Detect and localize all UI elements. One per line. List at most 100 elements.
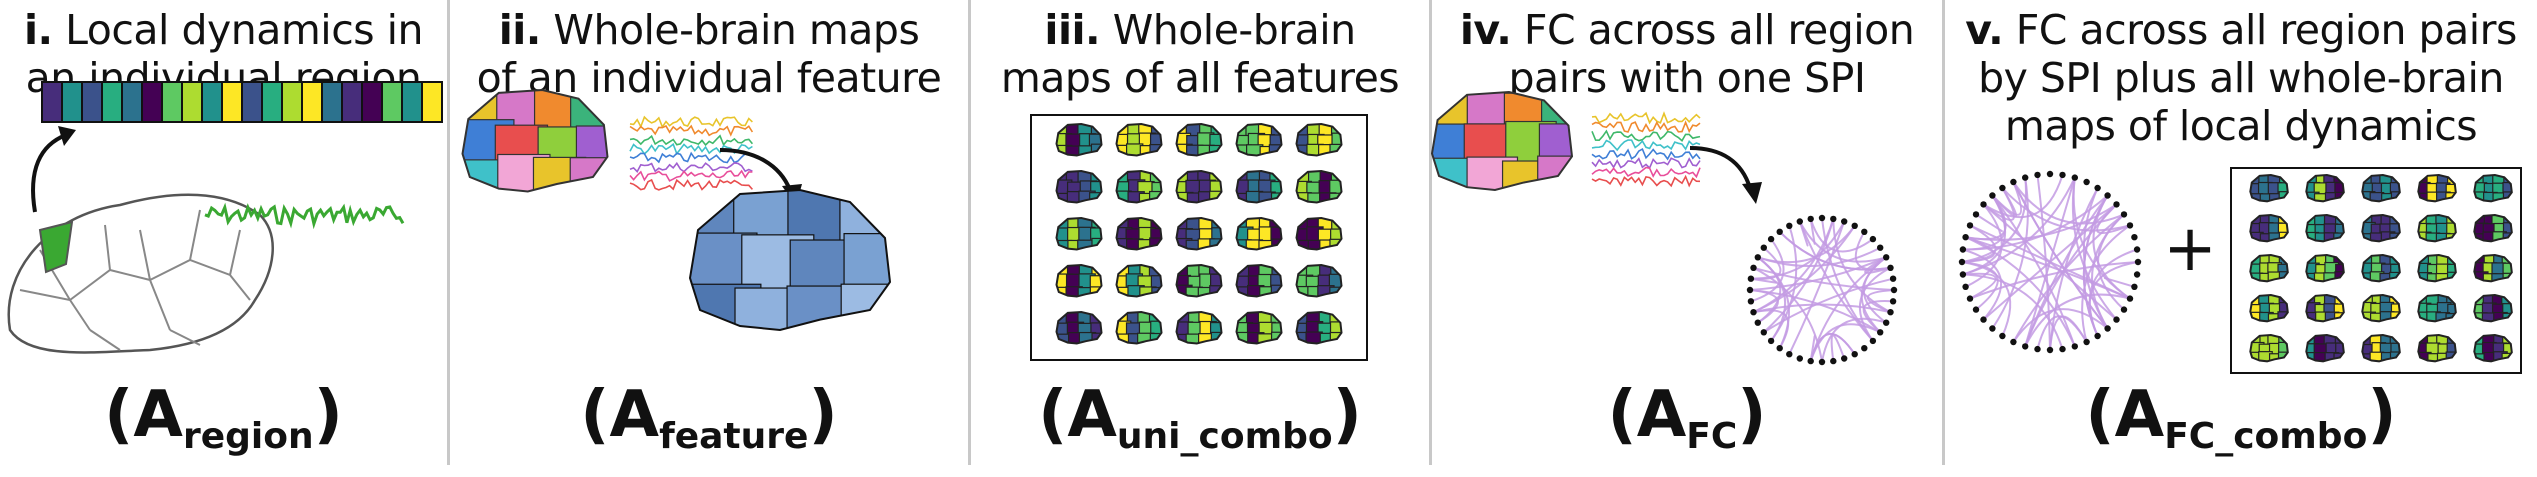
network-node [2083,178,2090,186]
network-edge [1830,334,1846,362]
brain-parcel [1537,155,1572,190]
mini-brain [1055,310,1103,345]
network-edge [2049,315,2088,351]
network-edge [1962,272,1997,300]
strip-cell [221,81,243,123]
strip-cell [241,81,263,123]
brain-outline [2417,293,2457,323]
mini-brain [2417,333,2457,363]
network-node [2126,295,2134,302]
brain-outline [1430,90,1574,192]
brain-outline [1115,122,1163,157]
strip-cell [301,81,323,123]
network-edge [1991,181,2022,216]
network-edge [1798,221,1887,263]
network-node [1851,222,1858,229]
mini-brain [2473,253,2513,283]
panel-feature: ii. Whole-brain maps of an individual fe… [450,0,968,465]
mini-brain [2473,173,2513,203]
panel-uni-combo: iii. Whole-brain maps of all features (A… [971,0,1429,465]
mini-brain [2473,333,2513,363]
trace-line [629,134,754,147]
network-node [1796,355,1803,362]
mini-brain [2305,293,2345,323]
title-line-1: Whole-brain maps [553,6,920,54]
fc-illustration [1430,90,1898,366]
mini-brain [1235,169,1283,204]
network-node [2131,283,2138,290]
network-node [2104,325,2111,332]
network-node [1841,218,1848,225]
mini-brain [2361,333,2401,363]
network-node [1989,192,1996,199]
network-circle-icon [1958,170,2142,354]
trace-line [629,124,754,137]
curved-arrow-icon [31,133,67,213]
network-edge [2036,174,2051,351]
title-line-2: pairs with one SPI [1508,54,1866,102]
panel-fc-combo: v. FC across all region pairs by SPI plu… [1945,0,2537,465]
highlighted-region [38,220,74,274]
divider-1 [447,0,450,465]
network-node [2071,343,2078,350]
trace-line [1591,157,1701,170]
strip-cell [201,81,223,123]
title-line-2: maps of all features [1000,54,1400,102]
brain-outline [1295,122,1343,157]
panel-numeral: i. [23,6,53,54]
divider-4 [1942,0,1945,465]
brain-grid-illustration [1030,114,1368,361]
brain-outline [1055,216,1103,251]
brain-outline [2417,253,2457,283]
network-node [1890,286,1898,294]
panel-numeral: v. [1965,6,2004,54]
mini-brain [2305,213,2345,243]
formula: (AFC_combo) [2085,378,2397,457]
strip-cell [421,81,443,123]
mini-brain [1235,122,1283,157]
network-node [2022,343,2029,350]
network-edge [1749,256,1887,291]
brain-outline [1175,122,1223,157]
network-node [1754,319,1761,326]
title-line-1: FC across all region [1523,6,1915,54]
network-node [1980,316,1987,323]
time-series-icon [629,115,754,191]
curved-arrow-icon [719,148,792,191]
trace-line [1591,129,1701,142]
network-edge [1965,236,2076,347]
network-node [1776,345,1783,352]
brain-outline [1055,122,1103,157]
trace-line [1591,139,1701,152]
brain-outline-icon [7,193,274,354]
network-node [2133,246,2141,253]
network-node [1999,332,2006,340]
brain-outline [1115,263,1163,298]
brain-outline [1055,310,1103,345]
network-node [1754,254,1761,261]
trace-line [629,115,753,129]
mini-brain [2249,213,2289,243]
strip-cell [181,81,203,123]
network-edge [1757,225,1856,264]
network-node [1760,244,1767,251]
formula-main: A [133,378,183,452]
network-node [1796,218,1803,225]
network-node [1887,264,1894,271]
trace-line [1591,174,1701,188]
network-node [2094,184,2101,192]
network-edge [1749,289,1779,324]
network-node [1877,244,1884,251]
mini-brain [2473,213,2513,243]
mini-brain [1115,122,1163,157]
strip-cell [101,81,123,123]
network-node [1750,264,1757,271]
network-node [1889,298,1897,305]
network-node [2010,178,2017,186]
network-node [1958,258,1966,266]
title-line-1: Whole-brain [1112,6,1356,54]
formula-main: A [2114,378,2165,452]
network-node [2010,338,2017,346]
network-node [1959,271,1967,278]
formula-main: A [609,378,660,452]
